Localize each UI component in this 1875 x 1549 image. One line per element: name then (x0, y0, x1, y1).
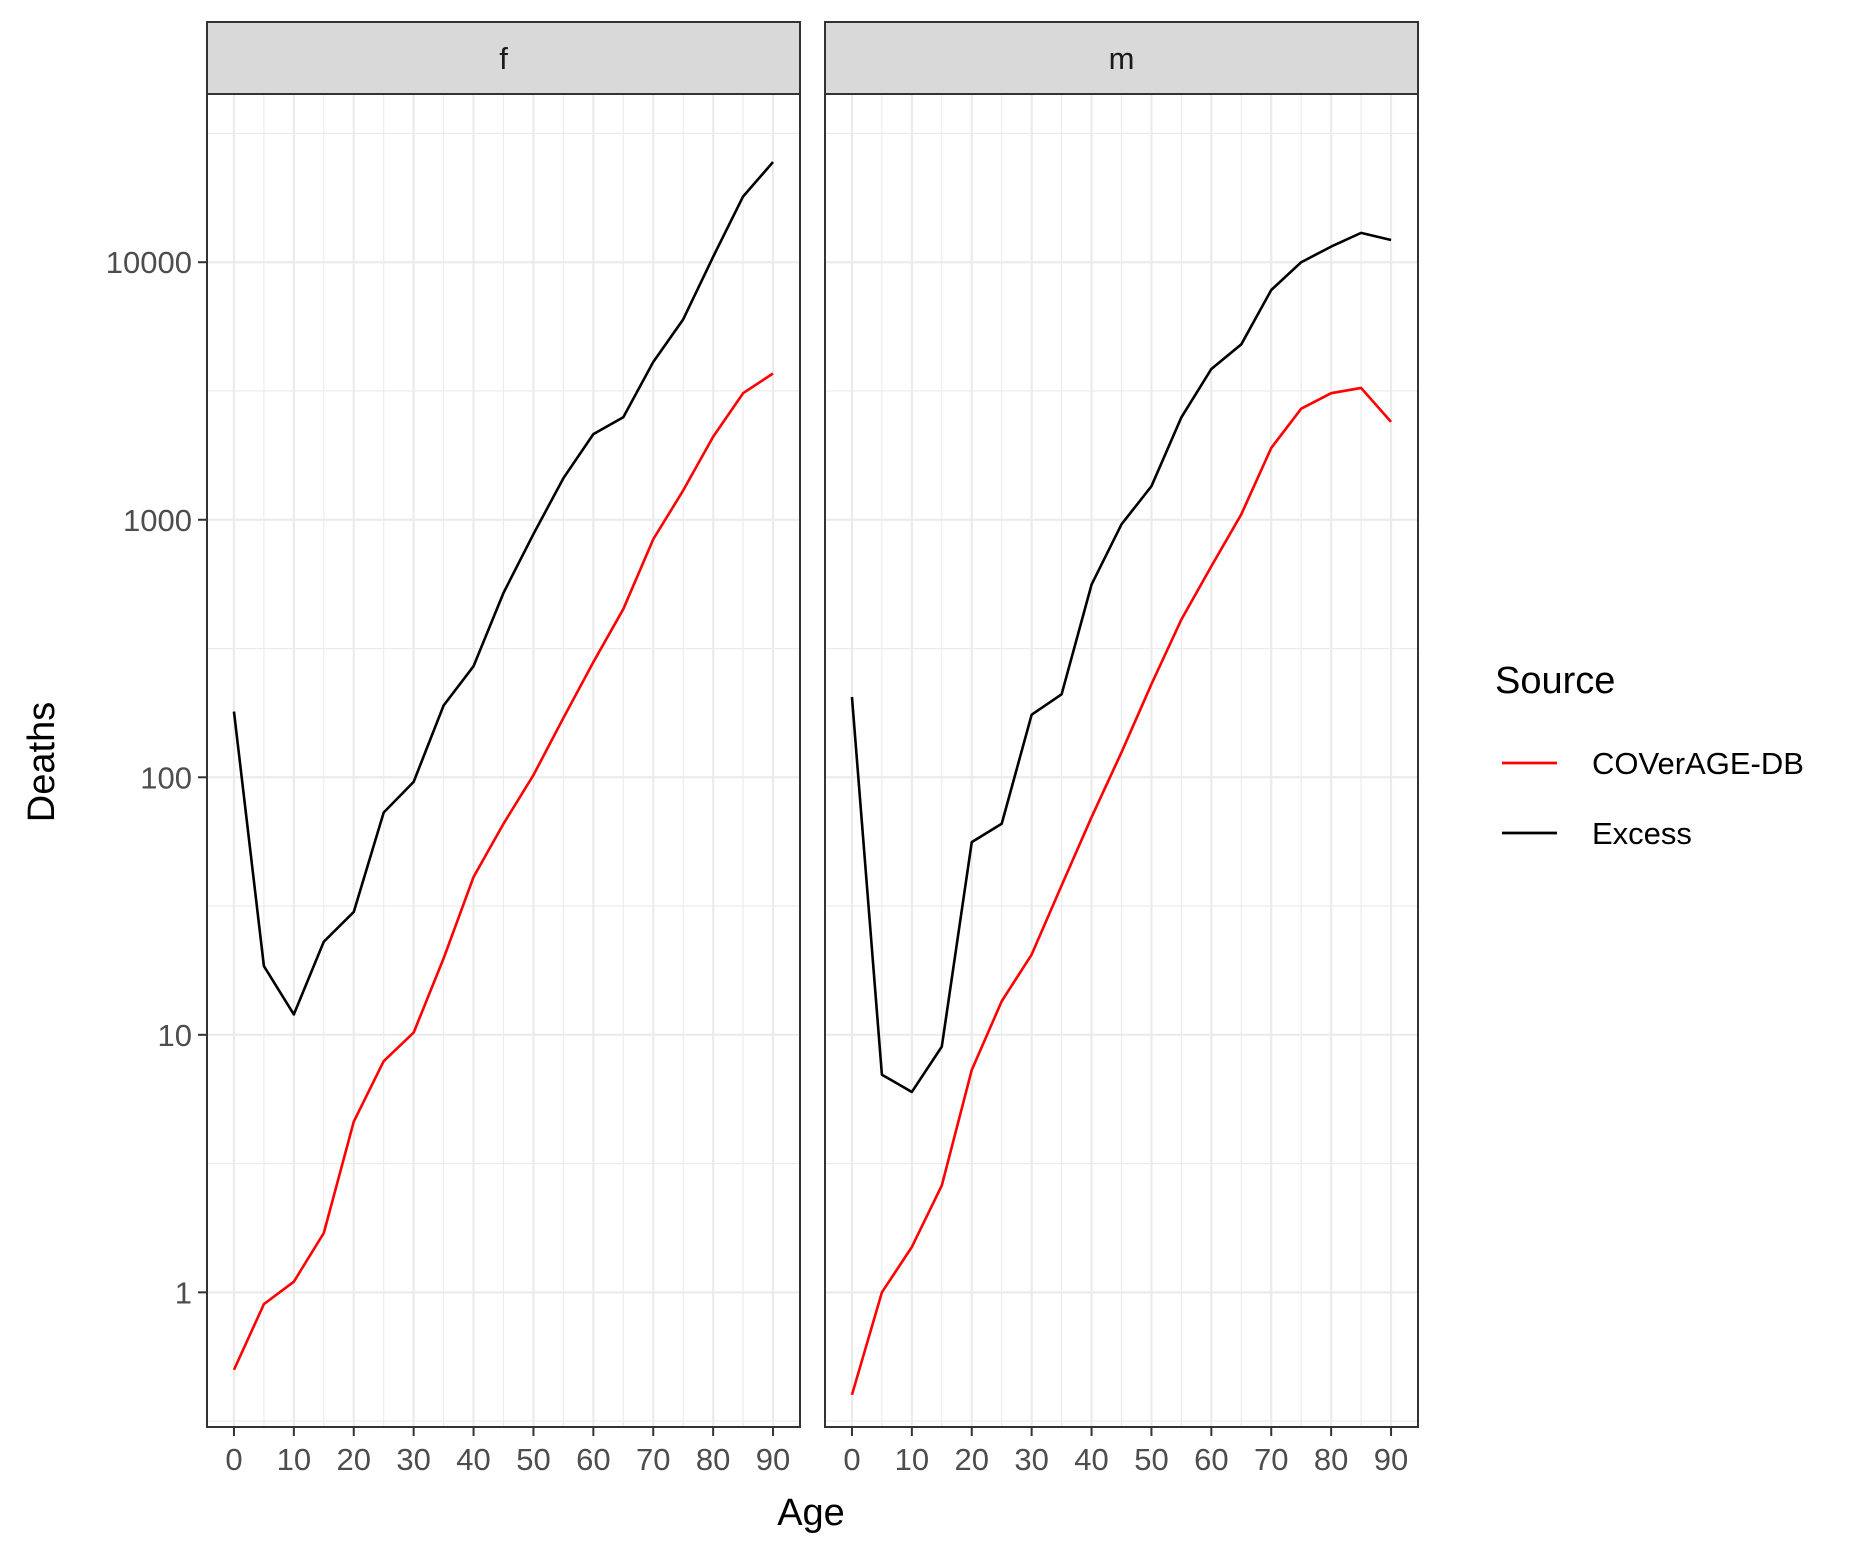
x-tick-label: 40 (1074, 1442, 1108, 1477)
series-line-coverage-db-f (232, 372, 774, 1371)
y-axis-title: Deaths (21, 702, 63, 822)
x-axis-f: 0 10 20 30 40 50 60 70 80 90 (225, 1427, 790, 1477)
y-tick-label: 10 (158, 1018, 192, 1053)
facet-panel-f: f (206, 21, 801, 1428)
x-tick-label: 90 (1374, 1442, 1408, 1477)
y-tick-label: 100 (140, 760, 192, 795)
legend: Source COVerAGE-DB Excess (1495, 660, 1804, 851)
x-tick-label: 10 (277, 1442, 311, 1477)
x-tick-label: 20 (337, 1442, 371, 1477)
x-tick-label: 60 (1194, 1442, 1228, 1477)
x-tick-label: 20 (955, 1442, 989, 1477)
x-tick-label: 50 (516, 1442, 550, 1477)
y-tick-label: 1 (175, 1275, 192, 1310)
x-tick-label: 10 (895, 1442, 929, 1477)
x-tick-label: 30 (396, 1442, 430, 1477)
series-line-excess-f (232, 161, 775, 1016)
y-tick-label: 1000 (123, 503, 192, 538)
panel-border (206, 93, 801, 1428)
x-tick-label: 40 (456, 1442, 490, 1477)
x-tick-label: 70 (636, 1442, 670, 1477)
x-tick-label: 90 (756, 1442, 790, 1477)
x-tick-label: 30 (1014, 1442, 1048, 1477)
panel-grid (207, 94, 800, 1427)
panel-border (824, 93, 1419, 1428)
x-axis-m: 0 10 20 30 40 50 60 70 80 90 (843, 1427, 1408, 1477)
facet-strip-f (206, 21, 801, 95)
x-tick-label: 0 (225, 1442, 242, 1477)
x-tick-label: 60 (576, 1442, 610, 1477)
x-tick-label: 80 (696, 1442, 730, 1477)
x-tick-label: 50 (1134, 1442, 1168, 1477)
x-axes: 0 10 20 30 40 50 60 70 80 90 0 10 20 30 40 50 60 70 80 90 (225, 1427, 1408, 1477)
facet-panel-m: m (824, 21, 1419, 1428)
x-axis-title: Age (777, 1492, 845, 1534)
series-line-coverage-db-m (850, 386, 1393, 1396)
x-tick-label: 70 (1254, 1442, 1288, 1477)
panel-grid (825, 94, 1418, 1427)
y-axis: 1 10 100 1000 10000 (106, 245, 207, 1310)
x-tick-label: 0 (843, 1442, 860, 1477)
y-tick-label: 10000 (106, 245, 192, 280)
legend-label-coverage-db: COVerAGE-DB (1592, 746, 1804, 781)
legend-title: Source (1495, 660, 1615, 702)
series-line-excess-m (850, 231, 1392, 1094)
facet-strip-label: m (1109, 41, 1135, 76)
x-tick-label: 80 (1314, 1442, 1348, 1477)
legend-label-excess: Excess (1592, 816, 1692, 851)
facet-strip-label: f (499, 41, 508, 76)
